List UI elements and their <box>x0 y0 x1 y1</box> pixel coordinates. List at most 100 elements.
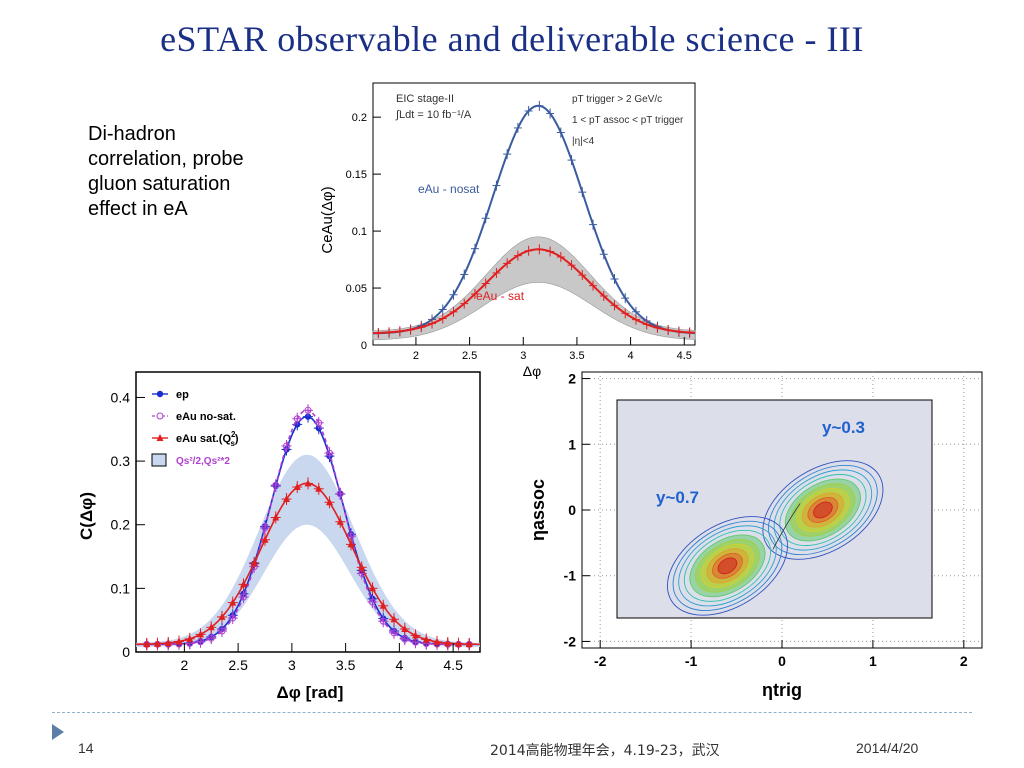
x-tick-label: 0 <box>778 653 786 669</box>
y-tick-label: 0.4 <box>111 389 131 405</box>
data-point <box>152 637 163 650</box>
data-point <box>481 278 490 289</box>
x-tick-label: 3.5 <box>569 350 584 362</box>
chart-eau-correlation: 2 2.5 3 3.5 4 4.5 0 0.05 0.1 0.15 0.2 EIC stage-II… <box>319 82 696 379</box>
data-point <box>513 122 522 133</box>
data-point <box>610 300 619 311</box>
x-tick-label: 3.5 <box>336 657 356 673</box>
footer-divider <box>52 712 972 713</box>
x-tick-label: 4 <box>395 657 403 673</box>
y-tick-label: 0.1 <box>352 226 367 238</box>
data-point <box>589 280 598 291</box>
data-point <box>374 327 383 338</box>
info-text: |η|<4 <box>572 136 595 147</box>
x-tick-label: 3 <box>520 350 526 362</box>
data-point <box>513 250 522 261</box>
data-point <box>238 591 249 604</box>
data-point <box>270 479 281 492</box>
data-point <box>567 155 576 166</box>
data-point <box>631 314 640 325</box>
data-point <box>281 439 292 452</box>
data-point <box>481 213 490 224</box>
y-axis-label: CeAu(Δφ) <box>319 186 336 253</box>
data-point <box>578 270 587 281</box>
y-tick-label: 1 <box>568 436 576 452</box>
data-point <box>653 322 662 333</box>
footer-arrow-icon <box>52 724 64 740</box>
data-point <box>546 246 555 257</box>
data-point <box>163 636 174 649</box>
side-description: Di-hadron correlation, probe gluon satur… <box>88 122 298 222</box>
footer-conference: 2014高能物理年会，4.19-23，武汉 <box>490 743 720 759</box>
data-point <box>428 318 437 329</box>
data-point <box>389 613 399 626</box>
data-point <box>356 561 367 574</box>
data-point <box>421 633 432 646</box>
uncertainty-band <box>136 454 480 647</box>
data-point <box>567 260 576 271</box>
data-point <box>524 105 533 116</box>
series-label-sat: eAu - sat <box>476 289 525 303</box>
y-axis-label: C(Δφ) <box>77 492 96 540</box>
data-point <box>395 326 404 337</box>
data-point <box>503 258 512 269</box>
y-tick-label: 0 <box>568 502 576 518</box>
acceptance-region <box>616 399 933 619</box>
data-point <box>238 578 249 591</box>
x-tick-label: 2 <box>180 657 188 673</box>
y-tick-label: 0.05 <box>346 283 367 295</box>
data-point <box>335 487 346 500</box>
annotation-y07: y~0.7 <box>656 488 699 507</box>
x-axis-label: ηtrig <box>762 680 802 700</box>
x-tick-label: 3 <box>288 657 296 673</box>
data-point <box>642 319 651 330</box>
plot-frame <box>372 82 696 346</box>
footer-date: 2014/4/20 <box>856 740 919 756</box>
data-point <box>438 313 447 324</box>
data-point <box>184 632 195 645</box>
data-point <box>281 493 292 506</box>
data-point <box>227 612 238 625</box>
info-text: EIC stage-II <box>396 93 454 105</box>
data-point <box>174 635 184 648</box>
data-point <box>470 289 479 300</box>
slide-title: eSTAR observable and deliverable science… <box>160 19 864 59</box>
y-tick-label: 0.15 <box>346 169 367 181</box>
data-point <box>492 268 501 279</box>
data-point <box>464 638 475 651</box>
svg-text:ep: ep <box>176 389 189 401</box>
contour-blob <box>762 460 884 560</box>
data-point <box>503 149 512 160</box>
x-tick-label: -1 <box>685 653 698 669</box>
data-point <box>470 243 479 254</box>
data-point <box>346 538 356 551</box>
data-point <box>442 637 453 650</box>
data-point <box>589 219 598 230</box>
contour-blob <box>666 516 788 616</box>
data-point <box>524 245 533 256</box>
data-point <box>367 595 378 608</box>
data-point <box>399 622 410 635</box>
x-tick-label: -2 <box>594 653 607 669</box>
y-tick-label: 0.2 <box>111 517 131 533</box>
data-point <box>432 635 442 648</box>
data-point <box>217 625 227 638</box>
y-tick-label: 0 <box>122 644 130 660</box>
x-tick-label: 2.5 <box>228 657 248 673</box>
data-point <box>410 629 421 642</box>
data-point <box>556 127 565 138</box>
y-tick-label: 0.1 <box>111 580 131 596</box>
svg-text:eAu sat.(Q2s): eAu sat.(Q2 s) <box>176 430 239 448</box>
data-point <box>324 496 335 509</box>
data-point <box>313 482 324 495</box>
data-point <box>449 306 458 317</box>
data-point <box>335 515 346 528</box>
x-tick-label: 2.5 <box>462 350 477 362</box>
data-point <box>621 293 630 304</box>
page-number: 14 <box>78 740 94 756</box>
data-point <box>303 477 313 490</box>
data-point <box>599 291 608 302</box>
y-tick-label: 0.3 <box>111 453 131 469</box>
data-point <box>378 599 389 612</box>
data-point <box>260 521 270 534</box>
